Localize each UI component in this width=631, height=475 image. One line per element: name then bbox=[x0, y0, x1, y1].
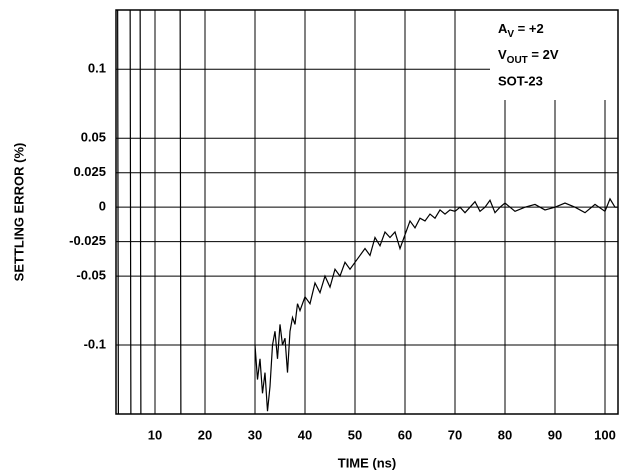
y-tick-label: 0 bbox=[99, 199, 106, 214]
x-tick-label: 20 bbox=[198, 427, 212, 442]
annotation: VOUT = 2V bbox=[498, 47, 559, 65]
annotation: AV = +2 bbox=[498, 21, 544, 39]
x-tick-label: 40 bbox=[298, 427, 312, 442]
annotation-box bbox=[490, 10, 618, 100]
x-tick-label: 30 bbox=[248, 427, 262, 442]
x-axis-label: TIME (ns) bbox=[338, 455, 397, 470]
x-tick-label: 60 bbox=[398, 427, 412, 442]
y-tick-label: -0.025 bbox=[69, 233, 106, 248]
y-tick-label: 0.025 bbox=[73, 164, 106, 179]
trace-line bbox=[117, 10, 618, 414]
x-tick-label: 70 bbox=[448, 427, 462, 442]
y-axis-label: SETTLING ERROR (%) bbox=[11, 143, 26, 282]
plot-frame bbox=[115, 9, 619, 415]
x-tick-label: 80 bbox=[498, 427, 512, 442]
y-tick-label: 0.05 bbox=[81, 130, 106, 145]
x-tick-label: 50 bbox=[348, 427, 362, 442]
x-tick-label: 10 bbox=[148, 427, 162, 442]
y-tick-label: 0.1 bbox=[88, 61, 106, 76]
x-tick-label: 100 bbox=[594, 427, 616, 442]
y-tick-label: -0.1 bbox=[84, 336, 106, 351]
y-tick-label: -0.05 bbox=[76, 268, 106, 283]
annotation: SOT-23 bbox=[498, 73, 543, 88]
x-tick-label: 90 bbox=[548, 427, 562, 442]
